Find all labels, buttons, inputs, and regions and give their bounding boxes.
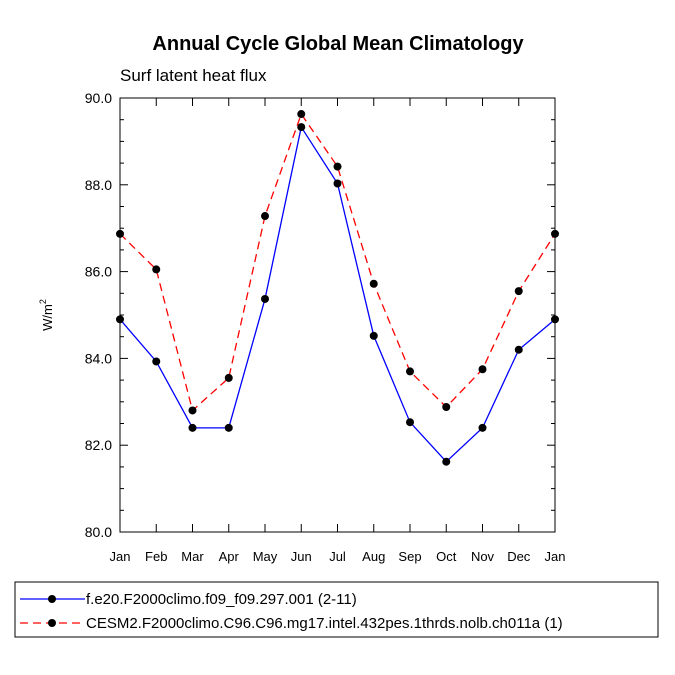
series-2-point <box>442 403 451 412</box>
x-tick-label: Jan <box>110 549 131 564</box>
legend-marker-2 <box>48 619 56 627</box>
x-tick-label: Jun <box>291 549 312 564</box>
legend-box <box>14 581 659 638</box>
series-layer <box>116 110 559 466</box>
plot-frame <box>119 97 556 533</box>
y-axis-label: W/m2 <box>38 299 55 331</box>
chart-subtitle: Surf latent heat flux <box>120 66 267 85</box>
series-1-point <box>297 123 306 132</box>
x-tick-label: Dec <box>507 549 531 564</box>
series-2-point <box>297 110 306 119</box>
legend-label-1: f.e20.F2000climo.f09_f09.297.001 (2-11) <box>86 591 357 608</box>
series-line-1 <box>119 125 556 463</box>
x-tick-label: Apr <box>219 549 240 564</box>
x-tick-label: May <box>253 549 278 564</box>
y-tick-label: 88.0 <box>85 177 112 193</box>
series-1-point <box>333 179 342 188</box>
series-2-point <box>224 373 233 382</box>
series-1-point <box>406 418 414 427</box>
series-2-point <box>369 279 378 288</box>
x-tick-label: Jan <box>545 549 566 564</box>
x-tick-label: Sep <box>398 549 421 564</box>
svg-text:W/m2: W/m2 <box>38 299 55 331</box>
x-tick-label: Nov <box>471 549 495 564</box>
series-2-point <box>333 162 342 171</box>
y-tick-label: 90.0 <box>85 90 112 106</box>
series-2-point <box>406 367 414 376</box>
x-tick-label: Aug <box>362 549 385 564</box>
series-1-point <box>369 331 378 340</box>
series-2-point <box>478 365 487 374</box>
series-1-point <box>224 423 233 432</box>
x-tick-label: Jul <box>329 549 346 564</box>
y-tick-label: 86.0 <box>85 264 112 280</box>
series-1-point <box>442 457 451 466</box>
legend-label-2: CESM2.F2000climo.C96.C96.mg17.intel.432p… <box>86 615 563 632</box>
series-1-point <box>261 294 269 303</box>
series-2-point <box>188 406 197 415</box>
x-tick-label: Feb <box>145 549 167 564</box>
y-tick-label: 82.0 <box>85 437 112 453</box>
x-tick-label: Mar <box>181 549 204 564</box>
series-1-point <box>152 357 161 366</box>
axis-ticks <box>119 97 556 533</box>
legend: f.e20.F2000climo.f09_f09.297.001 (2-11) C… <box>14 581 659 638</box>
x-tick-labels: Jan Feb Mar Apr May Jun Jul Aug Sep Oct Nov Dec Jan <box>110 549 566 564</box>
series-1-point <box>188 423 197 432</box>
y-tick-label: 80.0 <box>85 524 112 540</box>
series-line-2 <box>119 112 556 412</box>
series-1-point <box>478 423 487 432</box>
y-tick-labels: 80.0 82.0 84.0 86.0 88.0 90.0 <box>85 90 112 540</box>
series-2-point <box>514 287 523 296</box>
series-2-point <box>261 212 269 221</box>
y-axis-unit: W/m <box>40 304 55 331</box>
y-tick-label: 84.0 <box>85 350 112 366</box>
legend-marker-1 <box>48 595 56 603</box>
series-1-point <box>514 345 523 354</box>
series-2-point <box>152 265 161 274</box>
x-tick-label: Oct <box>436 549 457 564</box>
y-axis-unit-superscript: 2 <box>38 299 48 304</box>
chart-title: Annual Cycle Global Mean Climatology <box>152 33 524 55</box>
